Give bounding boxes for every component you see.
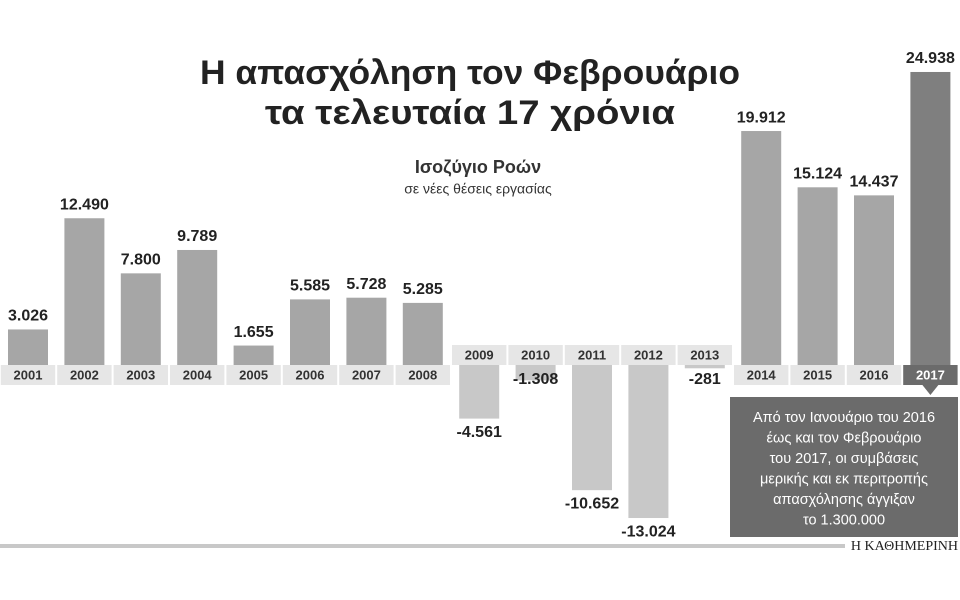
bar <box>290 299 330 365</box>
category-band <box>790 365 845 385</box>
bar <box>684 365 725 369</box>
value-label: 19.912 <box>737 109 786 126</box>
value-label: 12.490 <box>60 196 109 213</box>
category-band <box>57 365 112 385</box>
x-tick-label: 2001 <box>14 367 43 382</box>
value-label: 1.655 <box>234 324 274 341</box>
bar <box>741 131 782 365</box>
x-tick-label: 2008 <box>408 367 437 382</box>
category-band <box>621 345 676 365</box>
chart-title: Η απασχόληση τον Φεβρουάριο <box>200 54 740 92</box>
value-label: 14.437 <box>850 174 899 191</box>
bar <box>910 71 951 365</box>
category-band <box>113 365 168 385</box>
x-tick-label: 2011 <box>578 347 606 362</box>
category-band <box>395 365 450 385</box>
value-label: -281 <box>689 371 721 388</box>
bar <box>854 195 894 365</box>
x-tick-label: 2009 <box>465 347 494 362</box>
x-tick-label: 2004 <box>183 367 213 382</box>
x-tick-label: 2013 <box>690 347 719 362</box>
bar <box>402 302 443 365</box>
category-band <box>677 345 732 365</box>
value-label: -10.652 <box>565 495 619 512</box>
bar <box>572 365 612 491</box>
annotation-box <box>730 397 958 537</box>
value-label: -4.561 <box>457 424 502 441</box>
category-band <box>0 365 56 385</box>
category-band <box>452 345 507 365</box>
x-tick-label: 2014 <box>747 367 777 382</box>
category-band <box>903 365 958 385</box>
chart-subtitle: Ισοζύγιο Ροών <box>415 157 541 178</box>
category-band <box>846 365 902 385</box>
annotation-text: μερικής και εκ περιτροπής <box>760 471 928 487</box>
bar <box>233 345 274 365</box>
x-tick-label: 2003 <box>126 367 155 382</box>
value-label: -13.024 <box>621 523 675 540</box>
x-tick-label: 2016 <box>860 367 889 382</box>
category-band <box>282 365 338 385</box>
chart-title: τα τελευταία 17 χρόνια <box>265 94 675 132</box>
bar <box>177 249 218 365</box>
annotation-text: Από τον Ιανουάριο του 2016 <box>753 410 935 426</box>
category-band <box>170 365 225 385</box>
y-label: σε νέες θέσεις εργασίας <box>404 181 552 197</box>
bar <box>8 329 48 365</box>
x-tick-label: 2017 <box>916 367 945 382</box>
value-label: 9.789 <box>177 228 217 245</box>
category-band <box>339 365 394 385</box>
category-pointer <box>922 385 939 395</box>
value-label: 15.124 <box>793 166 842 183</box>
category-band <box>564 345 620 365</box>
category-band <box>734 365 789 385</box>
value-label: 5.585 <box>290 278 330 295</box>
x-tick-label: 2012 <box>634 347 663 362</box>
bar <box>628 365 669 519</box>
bar <box>346 297 387 365</box>
value-label: 7.800 <box>121 252 161 269</box>
x-tick-label: 2002 <box>70 367 99 382</box>
value-label: -1.308 <box>513 371 558 388</box>
x-tick-label: 2005 <box>239 367 268 382</box>
x-tick-label: 2015 <box>803 367 832 382</box>
bar <box>120 273 161 365</box>
annotation-text: του 2017, οι συμβάσεις <box>770 451 919 467</box>
x-tick-label: 2010 <box>521 347 550 362</box>
annotation-text: απασχόλησης άγγιξαν <box>773 492 915 508</box>
value-label: 5.728 <box>346 276 386 293</box>
bar <box>459 365 500 419</box>
category-band <box>508 345 563 365</box>
value-label: 5.285 <box>403 281 443 298</box>
bar <box>64 218 105 365</box>
source: Η ΚΑΘΗΜΕΡΙΝΗ <box>851 539 958 554</box>
annotation-text: το 1.300.000 <box>803 512 885 528</box>
annotation-text: έως και τον Φεβρουάριο <box>767 430 922 446</box>
value-label: 24.938 <box>906 50 955 67</box>
x-tick-label: 2006 <box>296 367 325 382</box>
value-label: 3.026 <box>8 308 48 325</box>
x-tick-label: 2007 <box>352 367 381 382</box>
bar <box>797 187 838 365</box>
bar <box>515 365 556 381</box>
category-band <box>226 365 281 385</box>
